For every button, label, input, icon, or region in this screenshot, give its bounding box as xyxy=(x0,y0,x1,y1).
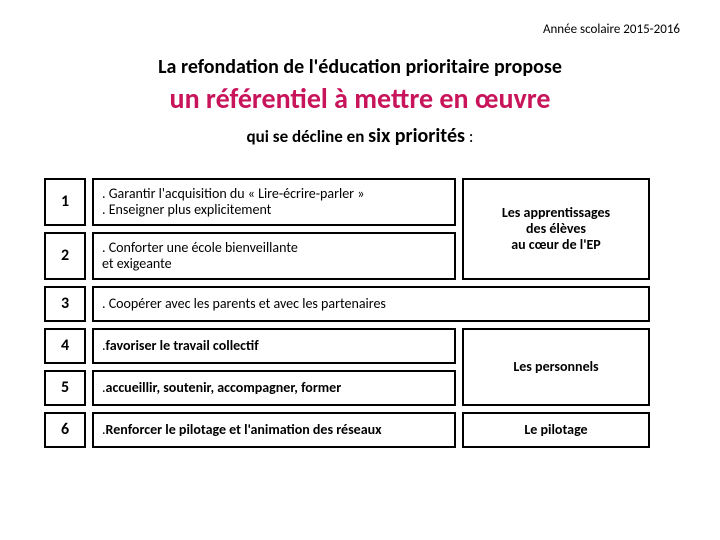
category-label-pilotage: Le pilotage xyxy=(462,412,650,448)
row-number: 6 xyxy=(44,412,86,448)
row-number: 2 xyxy=(44,232,86,280)
row-number: 1 xyxy=(44,178,86,226)
header-year: Année scolaire 2015-2016 xyxy=(40,22,680,37)
row-number: 5 xyxy=(44,370,86,406)
row-number: 3 xyxy=(44,286,86,322)
row-description: . favoriser le travail collectif xyxy=(92,328,456,364)
row-description: . Renforcer le pilotage et l'animation d… xyxy=(92,412,456,448)
subtitle-part-b: six priorités xyxy=(368,124,465,148)
category-label-learning: Les apprentissagesdes élèvesau cœur de l… xyxy=(462,178,650,280)
row-number: 4 xyxy=(44,328,86,364)
subtitle-part-a: qui se décline en xyxy=(247,126,369,147)
row-description: . Garantir l'acquisition du « Lire-écrir… xyxy=(92,178,456,226)
row-description: . Coopérer avec les parents et avec les … xyxy=(92,286,650,322)
priorities-table: 1 . Garantir l'acquisition du « Lire-écr… xyxy=(44,178,680,448)
subtitle-part-c: : xyxy=(465,126,473,147)
title-block: La refondation de l'éducation prioritair… xyxy=(40,55,680,148)
row-description: . accueillir, soutenir, accompagner, for… xyxy=(92,370,456,406)
title-line-1: La refondation de l'éducation prioritair… xyxy=(40,55,680,79)
subtitle: qui se décline en six priorités : xyxy=(40,124,680,148)
title-line-2: un référentiel à mettre en œuvre xyxy=(40,81,680,116)
category-label-personnel: Les personnels xyxy=(462,328,650,406)
row-description: . Conforter une école bienveillanteet ex… xyxy=(92,232,456,280)
